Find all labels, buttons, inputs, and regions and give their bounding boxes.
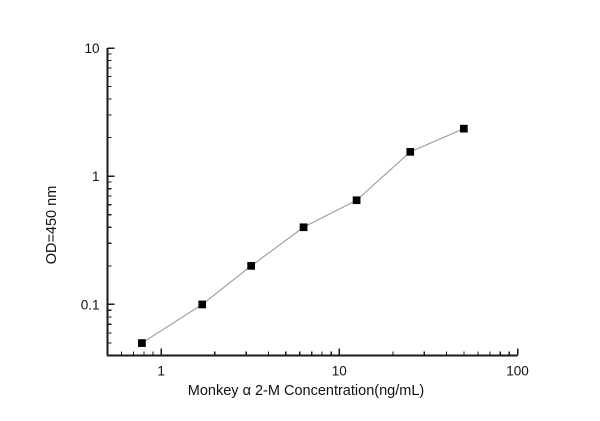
x-axis-tick-labels: 1 10 100 xyxy=(157,364,528,379)
x-tick-label: 100 xyxy=(506,364,529,379)
series-markers xyxy=(138,124,468,347)
data-point-marker xyxy=(299,223,308,232)
x-axis-title: Monkey α 2-M Concentration(ng/mL) xyxy=(188,383,424,399)
x-tick-label: 10 xyxy=(332,364,347,379)
series-line xyxy=(141,128,465,344)
y-tick-label: 10 xyxy=(84,41,99,56)
y-tick-label: 0.1 xyxy=(81,297,100,312)
y-axis-tick-labels: 0.1 1 10 xyxy=(81,41,100,312)
y-tick-label: 1 xyxy=(92,169,100,184)
x-tick-label: 1 xyxy=(157,364,165,379)
x-axis-ticks xyxy=(106,348,519,356)
data-point-marker xyxy=(138,339,146,347)
data-point-marker xyxy=(406,147,415,156)
data-point-marker xyxy=(198,300,207,309)
data-point-marker xyxy=(247,262,256,270)
data-point-marker xyxy=(352,196,361,205)
y-axis-title: OD=450 nm xyxy=(44,186,60,265)
y-axis-ticks xyxy=(107,47,115,357)
data-point-marker xyxy=(460,124,468,133)
